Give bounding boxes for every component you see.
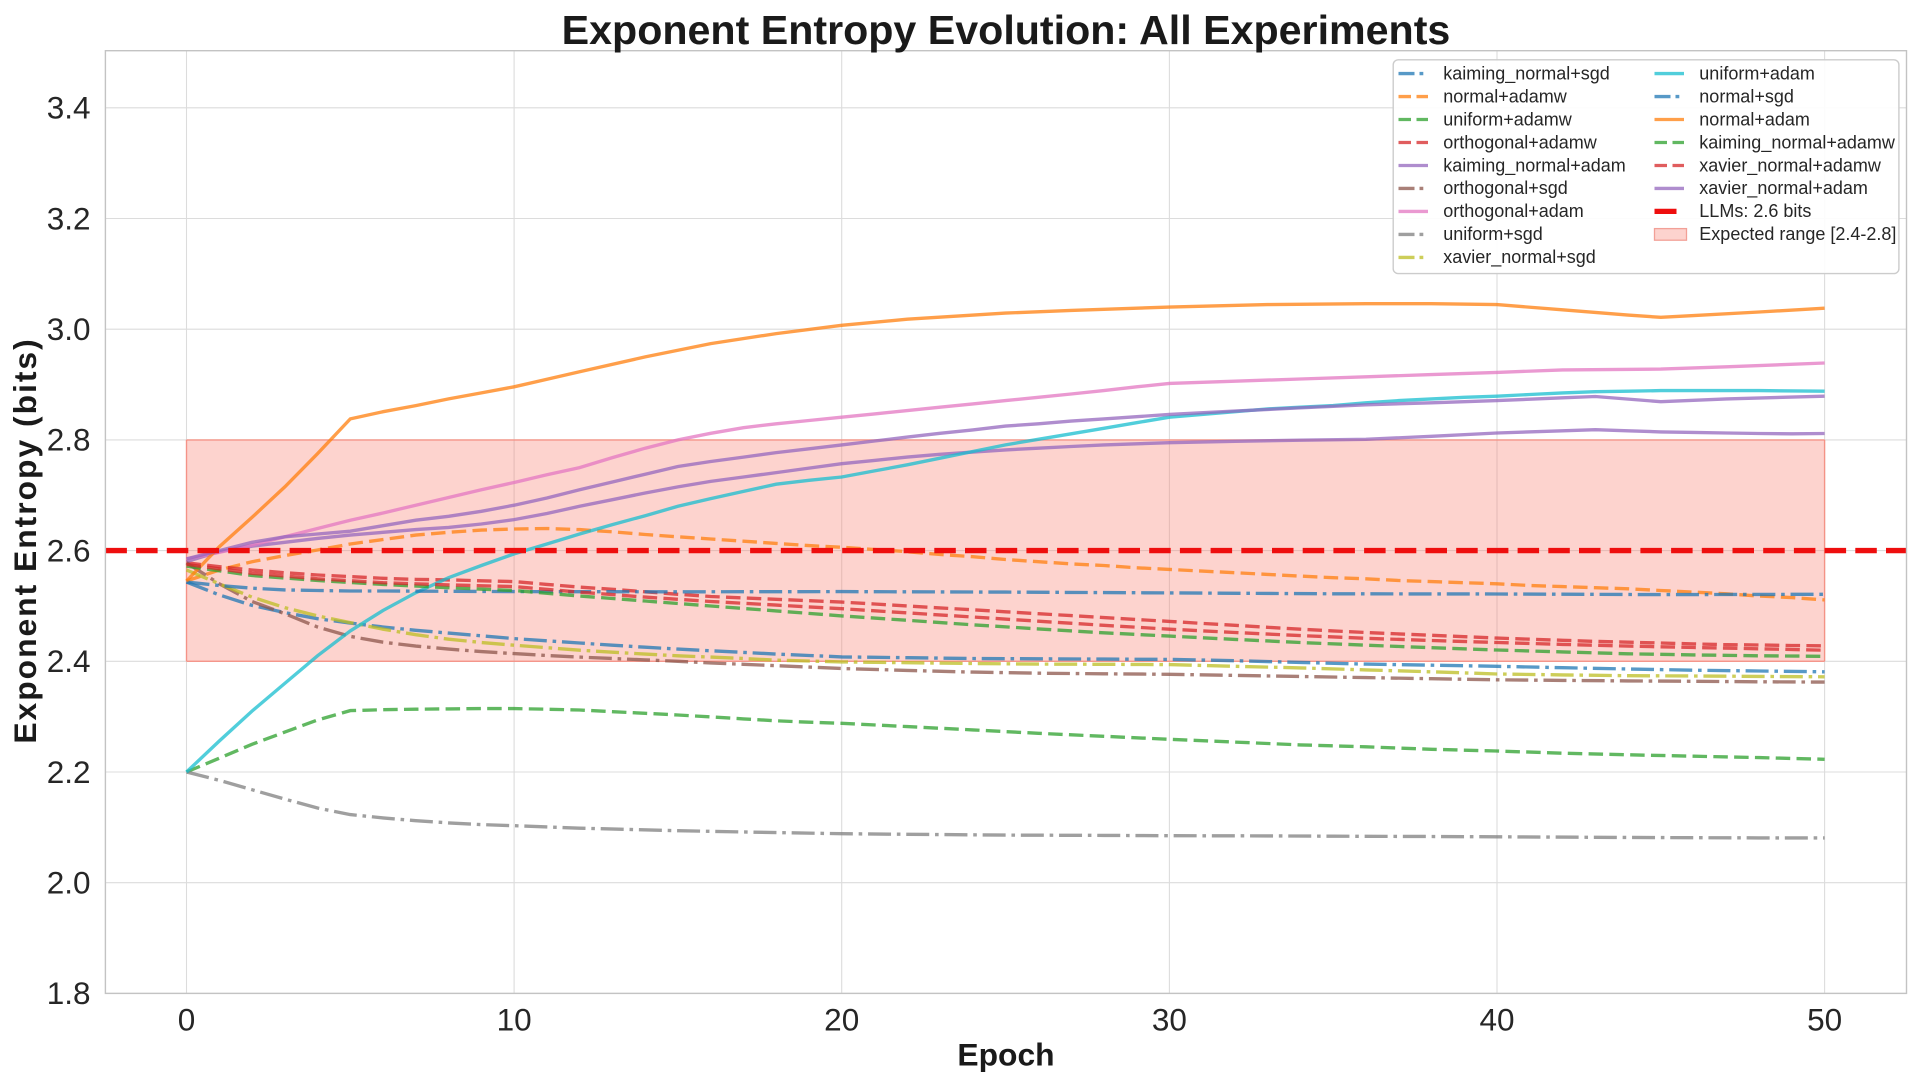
svg-text:kaiming_normal+adamw: kaiming_normal+adamw: [1699, 132, 1896, 153]
svg-text:orthogonal+adam: orthogonal+adam: [1443, 201, 1584, 221]
svg-text:orthogonal+adamw: orthogonal+adamw: [1443, 132, 1598, 152]
svg-text:3.0: 3.0: [47, 311, 91, 347]
svg-text:3.4: 3.4: [47, 90, 91, 126]
svg-text:normal+sgd: normal+sgd: [1699, 86, 1794, 106]
svg-text:40: 40: [1479, 1002, 1514, 1038]
svg-text:Epoch: Epoch: [957, 1037, 1054, 1073]
svg-text:Exponent Entropy Evolution: Al: Exponent Entropy Evolution: All Experime…: [562, 7, 1451, 53]
svg-text:0: 0: [178, 1002, 196, 1038]
svg-text:Exponent Entropy (bits): Exponent Entropy (bits): [7, 337, 43, 743]
svg-text:xavier_normal+adam: xavier_normal+adam: [1699, 178, 1868, 199]
svg-text:3.2: 3.2: [47, 200, 91, 236]
svg-text:Expected range [2.4-2.8]: Expected range [2.4-2.8]: [1699, 224, 1896, 244]
svg-text:2.6: 2.6: [47, 532, 91, 568]
svg-text:50: 50: [1807, 1002, 1842, 1038]
svg-text:uniform+sgd: uniform+sgd: [1443, 224, 1543, 244]
svg-text:2.8: 2.8: [47, 422, 91, 458]
svg-text:2.4: 2.4: [47, 643, 91, 679]
svg-text:xavier_normal+sgd: xavier_normal+sgd: [1443, 247, 1596, 268]
svg-text:normal+adamw: normal+adamw: [1443, 86, 1568, 106]
svg-text:LLMs: 2.6 bits: LLMs: 2.6 bits: [1699, 201, 1811, 221]
svg-text:uniform+adamw: uniform+adamw: [1443, 109, 1573, 129]
svg-text:normal+adam: normal+adam: [1699, 109, 1810, 129]
svg-text:kaiming_normal+adam: kaiming_normal+adam: [1443, 155, 1626, 176]
svg-text:uniform+adam: uniform+adam: [1699, 63, 1815, 83]
svg-text:kaiming_normal+sgd: kaiming_normal+sgd: [1443, 63, 1610, 84]
svg-text:xavier_normal+adamw: xavier_normal+adamw: [1699, 155, 1882, 176]
svg-text:2.2: 2.2: [47, 754, 91, 790]
svg-text:10: 10: [497, 1002, 532, 1038]
svg-text:2.0: 2.0: [47, 865, 91, 901]
svg-text:30: 30: [1152, 1002, 1187, 1038]
svg-text:20: 20: [824, 1002, 859, 1038]
svg-text:orthogonal+sgd: orthogonal+sgd: [1443, 178, 1568, 198]
svg-text:1.8: 1.8: [47, 975, 91, 1011]
